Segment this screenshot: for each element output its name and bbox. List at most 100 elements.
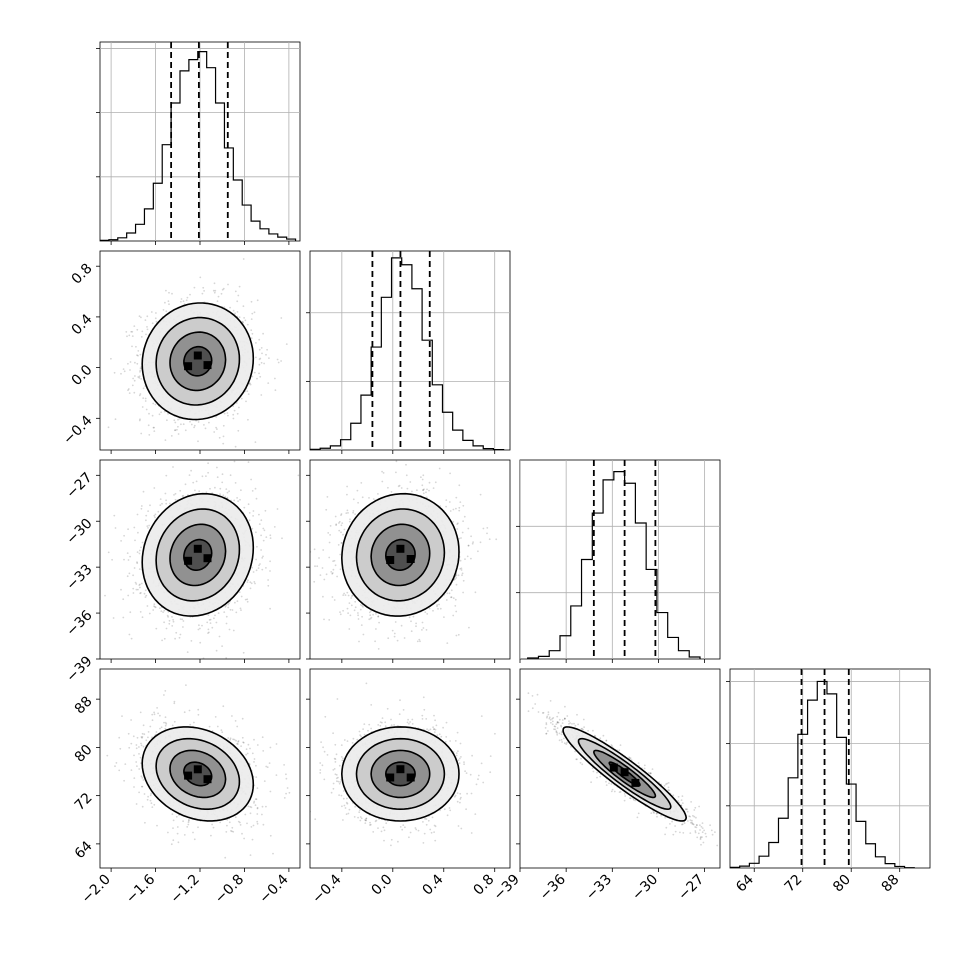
scatter-point <box>223 412 226 415</box>
scatter-point <box>197 440 199 443</box>
scatter-point <box>144 319 147 321</box>
scatter-point <box>129 611 132 614</box>
scatter-point <box>354 513 356 515</box>
scatter-point <box>234 445 237 448</box>
scatter-point <box>412 615 415 618</box>
scatter-point <box>132 574 135 577</box>
scatter-point <box>285 343 288 345</box>
scatter-point <box>247 418 249 421</box>
scatter-point <box>159 504 162 506</box>
contour-line <box>183 538 213 571</box>
scatter-point <box>333 559 336 562</box>
scatter-point <box>455 583 458 586</box>
scatter-point <box>495 538 498 541</box>
scatter-point <box>220 292 223 295</box>
scatter-point <box>141 330 144 333</box>
scatter-point <box>213 282 216 285</box>
scatter-point <box>133 567 136 569</box>
scatter-point <box>136 328 139 331</box>
scatter-point <box>403 637 406 639</box>
scatter-point <box>137 588 139 591</box>
scatter-point <box>222 442 225 445</box>
scatter-point <box>450 596 452 599</box>
scatter-point <box>258 363 261 366</box>
scatter-point <box>139 367 142 369</box>
hist-group-0 <box>100 42 300 241</box>
scatter-point <box>395 471 397 474</box>
scatter-point <box>255 558 257 561</box>
scatter-point <box>266 348 268 351</box>
scatter-point <box>114 418 117 421</box>
scatter-point <box>148 434 151 436</box>
scatter-point <box>233 460 236 463</box>
scatter-point <box>263 362 265 365</box>
scatter-point <box>313 580 316 583</box>
pair-group-1-2 <box>310 460 498 650</box>
scatter-point <box>346 493 348 496</box>
scatter-point <box>467 544 470 547</box>
scatter-point <box>258 348 261 351</box>
scatter-point <box>461 574 463 577</box>
scatter-point <box>222 424 225 427</box>
scatter-point <box>446 642 449 644</box>
scatter-point <box>452 520 455 523</box>
scatter-point <box>211 626 214 629</box>
scatter-point <box>387 486 389 489</box>
scatter-point <box>348 520 351 523</box>
scatter-point <box>421 478 424 481</box>
pair-group-0-1 <box>107 258 288 448</box>
scatter-point <box>331 572 334 575</box>
scatter-point <box>269 537 272 539</box>
scatter-point <box>260 394 263 396</box>
scatter-point <box>344 594 347 596</box>
histogram-2 <box>527 471 701 659</box>
scatter-point <box>129 361 132 363</box>
scatter-point <box>246 598 249 601</box>
scatter-point <box>135 588 138 591</box>
scatter-point <box>216 466 218 469</box>
scatter-point <box>182 620 185 622</box>
scatter-point <box>163 609 166 612</box>
scatter-point <box>133 391 136 394</box>
scatter-point <box>351 594 354 597</box>
scatter-point <box>133 526 136 529</box>
scatter-point <box>264 509 267 512</box>
scatter-point <box>136 562 139 565</box>
scatter-point <box>219 493 222 495</box>
scatter-point <box>257 567 260 569</box>
scatter-point <box>247 579 249 582</box>
scatter-point <box>139 418 141 421</box>
scatter-point <box>267 584 270 587</box>
scatter-point <box>238 316 241 319</box>
scatter-point <box>120 588 122 591</box>
scatter-point <box>146 326 148 328</box>
scatter-point <box>225 604 227 607</box>
scatter-point <box>242 321 244 323</box>
scatter-point <box>154 403 157 406</box>
scatter-point <box>168 622 171 625</box>
scatter-point <box>422 492 425 495</box>
scatter-point <box>456 528 459 530</box>
scatter-point <box>142 397 145 399</box>
density-core <box>184 362 193 371</box>
scatter-point <box>125 331 128 333</box>
scatter-point <box>142 490 145 493</box>
scatter-point <box>174 429 176 432</box>
scatter-point <box>174 492 177 495</box>
scatter-point <box>222 494 225 497</box>
scatter-point <box>236 600 239 603</box>
scatter-point <box>165 289 167 292</box>
scatter-point <box>395 460 398 463</box>
scatter-point <box>274 377 276 380</box>
scatter-point <box>428 607 431 610</box>
scatter-point <box>340 542 343 544</box>
scatter-point <box>136 354 138 357</box>
contour-line <box>155 508 241 602</box>
scatter-point <box>396 639 399 642</box>
scatter-point <box>127 388 130 390</box>
scatter-point <box>357 618 360 620</box>
scatter-point <box>369 617 372 620</box>
scatter-point <box>128 572 131 575</box>
scatter-point <box>335 524 337 526</box>
scatter-point <box>253 581 256 583</box>
